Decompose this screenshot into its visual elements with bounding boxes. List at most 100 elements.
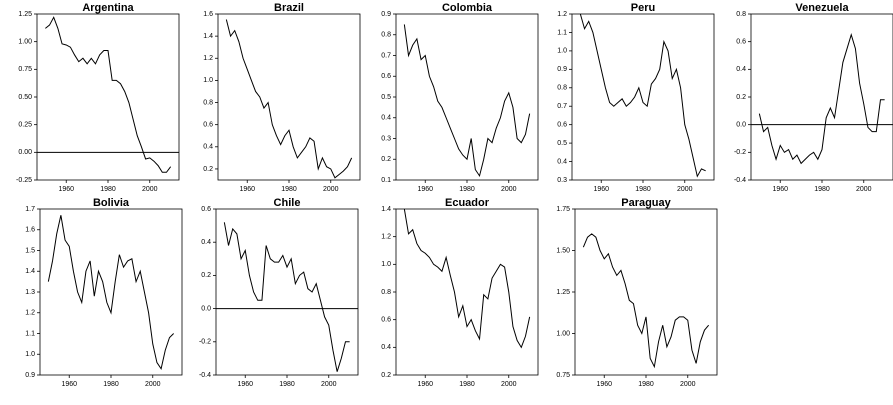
y-tick-label: 1.00 — [18, 39, 32, 46]
y-tick-label: 0.2 — [381, 372, 391, 379]
y-tick-label: 0.6 — [557, 122, 567, 129]
x-tick-label: 1980 — [281, 186, 297, 193]
y-tick-label: 1.2 — [381, 234, 391, 241]
y-tick-label: 1.25 — [18, 11, 32, 18]
y-tick-label: 1.4 — [25, 268, 35, 275]
x-tick-label: 2000 — [323, 186, 339, 193]
series-line — [403, 24, 531, 178]
panel-title: Chile — [274, 197, 301, 209]
y-tick-label: 0.0 — [736, 122, 746, 129]
plot-frame — [36, 13, 180, 181]
y-tick-label: 0.7 — [381, 52, 391, 59]
y-tick-label: 0.9 — [557, 66, 567, 73]
panel-title: Brazil — [274, 2, 304, 14]
y-tick-label: 1.2 — [557, 11, 567, 18]
panel-title: Argentina — [82, 2, 134, 14]
series-line — [758, 33, 885, 165]
panel-title: Peru — [631, 2, 655, 14]
x-tick-label: 2000 — [145, 381, 161, 388]
y-tick-label: 1.4 — [381, 206, 391, 213]
x-tick-label: 1980 — [814, 186, 830, 193]
series-line — [225, 19, 353, 179]
plot-frame — [217, 13, 361, 181]
y-tick-label: 1.0 — [381, 261, 391, 268]
y-tick-label: 1.2 — [203, 55, 213, 62]
y-tick-label: 0.3 — [557, 177, 567, 184]
y-tick-label: 0.3 — [381, 135, 391, 142]
y-tick-label: 0.8 — [203, 99, 213, 106]
x-tick-label: 2000 — [677, 186, 693, 193]
y-tick-label: 1.7 — [25, 206, 35, 213]
y-tick-label: 1.1 — [25, 330, 35, 337]
series-line — [582, 233, 710, 369]
x-tick-label: 1980 — [638, 381, 654, 388]
y-tick-label: 1.5 — [25, 247, 35, 254]
x-tick-label: 1960 — [61, 381, 77, 388]
y-tick-label: 0.1 — [381, 177, 391, 184]
y-tick-label: 0.8 — [557, 85, 567, 92]
x-tick-label: 2000 — [501, 186, 517, 193]
y-tick-label: 0.50 — [18, 94, 32, 101]
y-tick-label: 1.4 — [203, 33, 213, 40]
y-tick-label: 1.6 — [25, 227, 35, 234]
y-tick-label: 1.3 — [25, 289, 35, 296]
y-tick-label: 0.2 — [201, 272, 211, 279]
y-tick-label: 0.6 — [203, 122, 213, 129]
x-tick-label: 1960 — [58, 186, 74, 193]
y-tick-label: 0.6 — [381, 317, 391, 324]
panel-title: Paraguay — [621, 197, 671, 209]
y-tick-label: 0.25 — [18, 122, 32, 129]
x-tick-label: 1980 — [103, 381, 119, 388]
series-line — [403, 208, 531, 349]
x-tick-label: 1960 — [417, 186, 433, 193]
series-line — [579, 13, 706, 178]
x-tick-label: 2000 — [142, 186, 158, 193]
plot-frame — [39, 208, 183, 376]
series-line — [47, 215, 175, 371]
y-tick-label: 1.6 — [203, 11, 213, 18]
y-tick-label: 0.4 — [201, 239, 211, 246]
y-tick-label: 0.8 — [381, 32, 391, 39]
x-tick-label: 1960 — [596, 381, 612, 388]
x-tick-label: 1960 — [772, 186, 788, 193]
plot-frame — [750, 13, 893, 181]
y-tick-label: 0.6 — [381, 73, 391, 80]
y-tick-label: 0.5 — [381, 94, 391, 101]
plot-frame — [574, 208, 718, 376]
y-tick-label: 0.75 — [556, 372, 570, 379]
y-tick-label: 0.2 — [381, 156, 391, 163]
y-tick-label: 1.2 — [25, 310, 35, 317]
y-tick-label: 0.2 — [736, 94, 746, 101]
series-line — [45, 16, 172, 173]
y-tick-label: 1.1 — [557, 29, 567, 36]
x-tick-label: 2000 — [501, 381, 517, 388]
y-tick-label: 1.50 — [556, 247, 570, 254]
y-tick-label: 0.0 — [201, 305, 211, 312]
panel-title: Colombia — [442, 2, 493, 14]
y-tick-label: 0.6 — [201, 206, 211, 213]
x-tick-label: 1960 — [593, 186, 609, 193]
y-tick-label: -0.4 — [734, 177, 746, 184]
x-tick-label: 1980 — [635, 186, 651, 193]
y-tick-label: 0.75 — [18, 66, 32, 73]
y-tick-label: 0.5 — [557, 140, 567, 147]
y-tick-label: 1.00 — [556, 330, 570, 337]
y-tick-label: 1.0 — [25, 351, 35, 358]
x-tick-label: 1980 — [459, 186, 475, 193]
x-tick-label: 1960 — [237, 381, 253, 388]
y-tick-label: 0.4 — [557, 158, 567, 165]
y-tick-label: 1.0 — [203, 77, 213, 84]
y-tick-label: 0.2 — [203, 166, 213, 173]
x-tick-label: 1980 — [279, 381, 295, 388]
x-tick-label: 2000 — [680, 381, 696, 388]
y-tick-label: -0.4 — [199, 372, 211, 379]
series-line — [223, 222, 350, 372]
x-tick-label: 1960 — [417, 381, 433, 388]
x-tick-label: 1960 — [239, 186, 255, 193]
y-tick-label: 0.00 — [18, 149, 32, 156]
y-tick-label: -0.2 — [199, 339, 211, 346]
y-tick-label: 1.25 — [556, 289, 570, 296]
y-tick-label: -0.2 — [734, 149, 746, 156]
